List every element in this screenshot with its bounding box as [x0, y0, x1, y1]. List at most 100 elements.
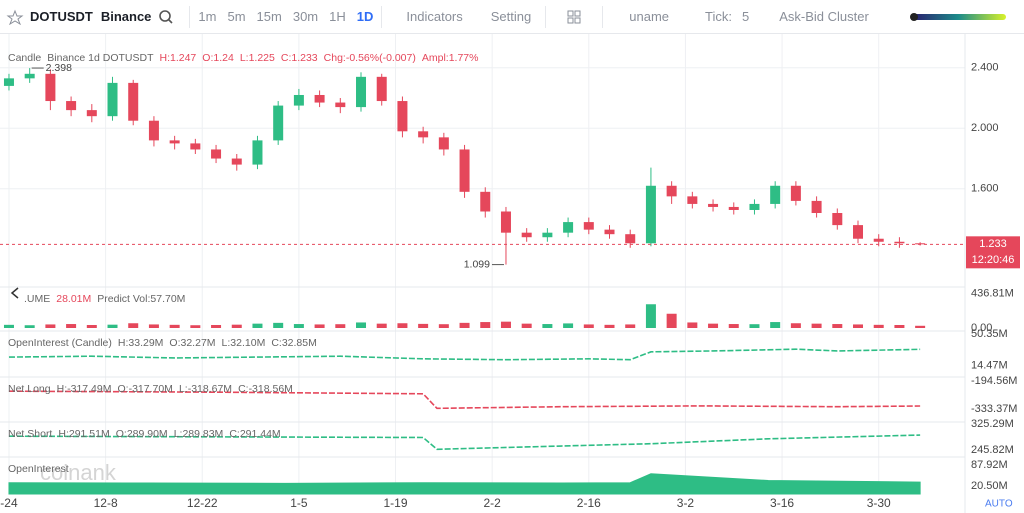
interval-button[interactable]: 15m — [256, 9, 282, 24]
cluster-menu[interactable]: Ask-Bid Cluster — [779, 9, 869, 24]
symbol[interactable]: DOTUSDT — [30, 9, 93, 24]
candle-body — [708, 203, 719, 207]
y-tick-label: 1.600 — [971, 183, 999, 195]
panel-header: C:32.85M — [271, 337, 317, 349]
volume-bar — [335, 324, 346, 328]
volume-bar — [832, 324, 843, 328]
auto-scale-button[interactable]: AUTO — [985, 499, 1013, 510]
volume-bar — [438, 324, 449, 328]
panel-header: OpenInterest — [8, 463, 69, 475]
candle-body — [293, 94, 304, 106]
candle-body — [915, 243, 926, 245]
volume-bar — [604, 324, 615, 328]
candle-body — [376, 76, 387, 102]
volume-bar — [790, 323, 801, 328]
x-tick-label: 12-22 — [187, 496, 218, 510]
candle-body — [728, 206, 739, 210]
volume-bar — [45, 324, 56, 328]
interval-button[interactable]: 1H — [329, 9, 346, 24]
y-tick-label: 2.400 — [971, 62, 999, 74]
tick-label: Tick: — [705, 9, 732, 24]
volume-bar — [273, 322, 284, 328]
volume-bar — [500, 321, 511, 328]
panel-header: H:1.247 — [160, 52, 197, 64]
interval-button[interactable]: 5m — [227, 9, 246, 24]
volume-bar — [811, 323, 822, 328]
star-icon[interactable] — [0, 9, 30, 25]
series-line — [8, 434, 921, 451]
volume-bar — [397, 323, 408, 328]
panel-header: H:-317.49M — [57, 383, 112, 395]
panel-header: C:-318.56M — [238, 383, 293, 395]
collapse-arrow[interactable] — [10, 287, 19, 299]
y-tick-label: -333.37M — [971, 403, 1017, 415]
indicators-button[interactable]: Indicators — [406, 9, 463, 24]
annotation-label: 2.398 — [46, 62, 72, 74]
volume-bar — [356, 322, 367, 328]
candle-body — [500, 211, 511, 233]
countdown: 12:20:46 — [972, 254, 1015, 266]
candle-body — [645, 185, 656, 244]
candle-body — [770, 185, 781, 204]
panel-header: Candle — [8, 52, 41, 64]
panel-header: Chg:-0.56%(-0.007) — [324, 52, 416, 64]
volume-bar — [873, 324, 884, 328]
chart: -24 12-8 12-22 1-5 1-19 2-2 2-16 3-2 3-16 3-30 AU… — [0, 34, 1024, 513]
panel-header: O:1.24 — [202, 52, 234, 64]
interval-button[interactable]: 30m — [292, 9, 319, 24]
interval-button[interactable]: 1m — [198, 9, 217, 24]
y-tick-label: 87.92M — [971, 459, 1008, 471]
setting-button[interactable]: Setting — [490, 9, 532, 24]
x-tick-label: 12-8 — [94, 496, 118, 510]
candle-body — [66, 101, 77, 111]
volume-bar — [24, 325, 35, 328]
interval-button[interactable]: 1D — [356, 9, 374, 24]
volume-bar — [252, 323, 263, 328]
panel-header: O:-317.70M — [117, 383, 172, 395]
volume-bar — [894, 324, 905, 328]
panel-header: L:-318.67M — [179, 383, 232, 395]
candle-body — [190, 143, 201, 150]
y-tick-label: 245.82M — [971, 444, 1014, 456]
x-tick-label: 3-2 — [677, 496, 695, 510]
panel-header: H:291.51M — [58, 428, 109, 440]
candle-body — [3, 78, 14, 86]
panel-header: Ampl:1.77% — [422, 52, 479, 64]
x-tick-label: 3-30 — [867, 496, 891, 510]
candle-body — [273, 105, 284, 141]
volume-bar — [542, 324, 553, 328]
candle-body — [45, 73, 56, 102]
volume-bar — [418, 323, 429, 328]
volume-bar — [293, 324, 304, 328]
volume-bar — [86, 324, 97, 328]
candle-body — [231, 158, 242, 165]
candle-body — [687, 196, 698, 204]
candle-body — [418, 131, 429, 138]
layout-icon[interactable] — [554, 9, 594, 25]
candle-body — [894, 241, 905, 244]
panel-header: Binance 1d DOTUSDT — [47, 52, 154, 64]
last-price-label: 1.233 — [979, 238, 1007, 250]
annotation-label: 1.099 — [464, 258, 490, 270]
candle-body — [625, 234, 636, 244]
intervals: 1m 5m 15m 30m 1H 1D — [198, 9, 373, 24]
y-tick-label: 436.81M — [971, 287, 1014, 299]
candle-body — [604, 229, 615, 235]
panel-header: L:289.83M — [174, 428, 224, 440]
volume-bar — [480, 322, 491, 328]
volume-bar — [583, 324, 594, 328]
x-tick-label: 1-19 — [384, 496, 408, 510]
candle-body — [314, 94, 325, 103]
candle-body — [480, 191, 491, 212]
volume-bar — [749, 324, 760, 328]
user-menu[interactable]: uname — [629, 9, 669, 24]
search-icon[interactable] — [151, 9, 181, 25]
y-tick-label: 325.29M — [971, 418, 1014, 430]
candle-body — [169, 140, 180, 144]
volume-bar — [770, 322, 781, 328]
volume-bar — [190, 325, 201, 328]
volume-bar — [563, 323, 574, 328]
tick-value[interactable]: 5 — [741, 9, 750, 24]
volume-bar — [645, 304, 656, 328]
candle-body — [790, 185, 801, 201]
